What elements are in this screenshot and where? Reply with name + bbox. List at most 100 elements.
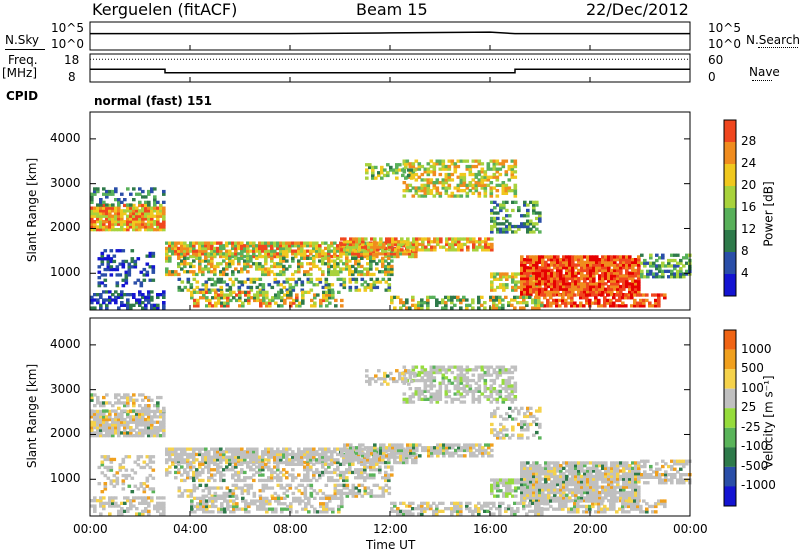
power-cell bbox=[604, 268, 608, 273]
power-cell bbox=[354, 256, 358, 260]
power-cell bbox=[132, 211, 136, 216]
power-cell bbox=[621, 301, 625, 305]
velocity-cell bbox=[243, 460, 247, 465]
power-cell bbox=[90, 225, 94, 229]
velocity-cell bbox=[453, 392, 458, 396]
velocity-cell bbox=[336, 473, 340, 477]
power-cell bbox=[562, 260, 566, 264]
velocity-cell bbox=[102, 504, 106, 508]
power-cell bbox=[610, 284, 614, 289]
velocity-cell bbox=[265, 502, 269, 506]
power-cell bbox=[412, 242, 416, 247]
power-cell bbox=[141, 222, 145, 226]
velocity-cell bbox=[139, 482, 144, 486]
velocity-cell bbox=[345, 468, 349, 472]
velocity-cell bbox=[397, 443, 401, 447]
power-cell bbox=[480, 178, 485, 182]
power-cell bbox=[601, 276, 605, 281]
power-cell bbox=[208, 290, 212, 294]
velocity-cell bbox=[259, 504, 263, 509]
power-cell bbox=[174, 244, 178, 248]
power-cell bbox=[426, 186, 431, 190]
velocity-cell bbox=[99, 496, 103, 500]
velocity-cell bbox=[192, 478, 196, 483]
power-cell bbox=[312, 283, 317, 287]
power-cell bbox=[580, 276, 584, 281]
velocity-cell bbox=[435, 400, 440, 404]
power-cell bbox=[534, 298, 538, 302]
power-cell bbox=[247, 293, 251, 297]
power-cell bbox=[679, 272, 683, 276]
power-cell bbox=[147, 228, 151, 232]
power-cell bbox=[297, 249, 301, 253]
velocity-cell bbox=[196, 502, 200, 506]
velocity-cell bbox=[402, 400, 407, 404]
power-cell bbox=[361, 240, 365, 244]
power-cell bbox=[420, 178, 425, 182]
power-cell bbox=[520, 271, 524, 275]
power-cell bbox=[381, 249, 385, 253]
power-cell bbox=[426, 191, 431, 195]
power-cell bbox=[418, 248, 422, 252]
power-cell bbox=[477, 301, 481, 305]
velocity-cell bbox=[355, 446, 359, 450]
velocity-cell bbox=[252, 468, 256, 472]
velocity-cell bbox=[138, 412, 142, 416]
velocity-cell bbox=[258, 462, 262, 466]
power-cell bbox=[153, 206, 157, 210]
power-cell bbox=[411, 164, 416, 169]
power-cell bbox=[544, 271, 548, 275]
power-cell bbox=[135, 220, 139, 224]
velocity-cell bbox=[462, 376, 467, 380]
power-cell bbox=[285, 254, 289, 259]
velocity-cell bbox=[105, 423, 109, 427]
power-cell bbox=[228, 264, 232, 269]
power-cell bbox=[483, 170, 488, 174]
power-cell bbox=[465, 159, 470, 163]
power-cell bbox=[144, 206, 148, 210]
power-cell bbox=[489, 186, 494, 190]
power-cell bbox=[568, 271, 572, 275]
power-cell bbox=[412, 240, 416, 244]
velocity-cell bbox=[141, 501, 145, 505]
power-cell bbox=[472, 237, 476, 241]
power-cell bbox=[297, 244, 301, 248]
velocity-cell bbox=[280, 496, 284, 500]
power-cell bbox=[383, 173, 387, 178]
velocity-cell bbox=[198, 452, 202, 457]
power-cell bbox=[150, 303, 154, 307]
velocity-cell bbox=[361, 454, 365, 458]
power-cell bbox=[387, 262, 391, 266]
power-cell bbox=[216, 252, 220, 256]
power-cell bbox=[523, 258, 527, 262]
velocity-cell bbox=[294, 458, 298, 462]
velocity-cell bbox=[303, 455, 307, 459]
power-cell bbox=[256, 298, 260, 303]
power-cell bbox=[492, 164, 497, 169]
velocity-cell bbox=[111, 426, 115, 430]
velocity-cell bbox=[423, 389, 428, 393]
power-cell bbox=[570, 296, 574, 300]
power-cell bbox=[493, 216, 497, 221]
power-cell bbox=[322, 298, 326, 303]
power-cell bbox=[438, 172, 443, 177]
velocity-cell bbox=[246, 462, 250, 466]
power-cell bbox=[634, 279, 638, 283]
power-cell bbox=[529, 275, 533, 279]
velocity-cell bbox=[345, 476, 349, 480]
velocity-cell bbox=[150, 420, 154, 424]
power-cell bbox=[535, 290, 539, 294]
power-cell bbox=[198, 246, 202, 251]
power-cell bbox=[115, 273, 120, 277]
velocity-cell bbox=[324, 458, 328, 462]
velocity-cell bbox=[375, 458, 379, 462]
velocity-cell bbox=[462, 368, 467, 372]
velocity-cell bbox=[348, 460, 352, 465]
velocity-cell bbox=[382, 448, 386, 453]
velocity-cell bbox=[165, 452, 169, 457]
power-cell bbox=[171, 246, 175, 251]
velocity-cell bbox=[423, 373, 428, 377]
power-cell bbox=[438, 194, 443, 198]
power-cell bbox=[96, 211, 100, 216]
velocity-cell bbox=[121, 487, 126, 491]
